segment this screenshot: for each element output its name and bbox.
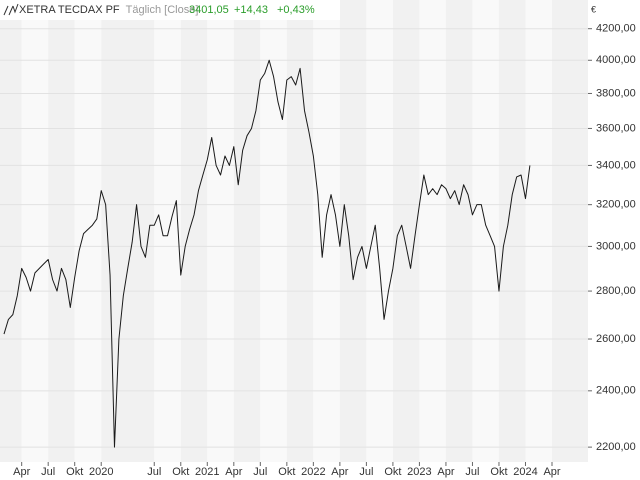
background-band — [207, 0, 234, 462]
x-tick-label: Okt — [490, 466, 507, 478]
x-tick-label: 2020 — [89, 466, 113, 478]
background-band — [419, 0, 446, 462]
x-tick-label: Okt — [66, 466, 83, 478]
y-tick-label: 3400,00 — [596, 159, 636, 171]
x-tick-label: Apr — [543, 466, 560, 478]
background-band — [392, 0, 420, 462]
background-band — [313, 0, 340, 462]
change-pct: +0,43% — [277, 4, 315, 16]
y-tick-label: 3200,00 — [596, 199, 636, 211]
y-tick-label: 4200,00 — [596, 23, 636, 35]
x-tick-label: 2022 — [301, 466, 325, 478]
axis-area — [588, 0, 640, 480]
last-value: 3401,05 — [189, 4, 229, 16]
marks — [3, 59, 531, 448]
x-tick-label: Apr — [331, 466, 348, 478]
x-axis-area — [0, 462, 640, 480]
x-tick-label: Okt — [278, 466, 295, 478]
x-tick-label: Apr — [437, 466, 454, 478]
y-tick-label: 3800,00 — [596, 87, 636, 99]
background-band — [552, 0, 588, 462]
header-bg — [0, 0, 340, 20]
price-line — [3, 59, 531, 448]
x-tick-label: 2023 — [407, 466, 431, 478]
background-band — [154, 0, 181, 462]
x-tick-label: Okt — [384, 466, 401, 478]
x-tick-label: Apr — [225, 466, 242, 478]
change: +14,43 — [234, 4, 268, 16]
background-band — [180, 0, 208, 462]
background-band — [101, 0, 155, 462]
background-band — [472, 0, 499, 462]
background-band — [525, 0, 552, 462]
background-band — [498, 0, 526, 462]
background-band — [48, 0, 75, 462]
x-tick-label: Jul — [465, 466, 479, 478]
y-unit: € — [591, 4, 596, 14]
chart-subtitle: Täglich [Close] — [126, 4, 199, 16]
grid: 2200,00 2400,00 2600,00 2800,00 3000,00 3200,… — [0, 23, 636, 478]
chart-icon — [3, 3, 19, 16]
x-tick-label: Jul — [41, 466, 55, 478]
x-tick-label: Okt — [172, 466, 189, 478]
y-tick-label: 2200,00 — [596, 441, 636, 453]
x-tick-label: 2024 — [513, 466, 537, 478]
x-tick-label: Apr — [13, 466, 30, 478]
background-band — [339, 0, 367, 462]
x-tick-label: Jul — [147, 466, 161, 478]
y-tick-label: 4000,00 — [596, 54, 636, 66]
y-tick-label: 3600,00 — [596, 122, 636, 134]
background-band — [233, 0, 261, 462]
y-tick-label: 2400,00 — [596, 385, 636, 397]
background-band — [0, 0, 22, 462]
y-tick-label: 2800,00 — [596, 285, 636, 297]
chart-title: XETRA TECDAX PF — [19, 4, 120, 16]
x-tick-label: Jul — [253, 466, 267, 478]
x-tick-label: 2021 — [195, 466, 219, 478]
y-tick-label: 3000,00 — [596, 240, 636, 252]
background-band — [366, 0, 393, 462]
background-band — [74, 0, 102, 462]
background-band — [260, 0, 287, 462]
background-band — [445, 0, 473, 462]
y-tick-label: 2600,00 — [596, 333, 636, 345]
background-band — [21, 0, 49, 462]
x-tick-label: Jul — [359, 466, 373, 478]
